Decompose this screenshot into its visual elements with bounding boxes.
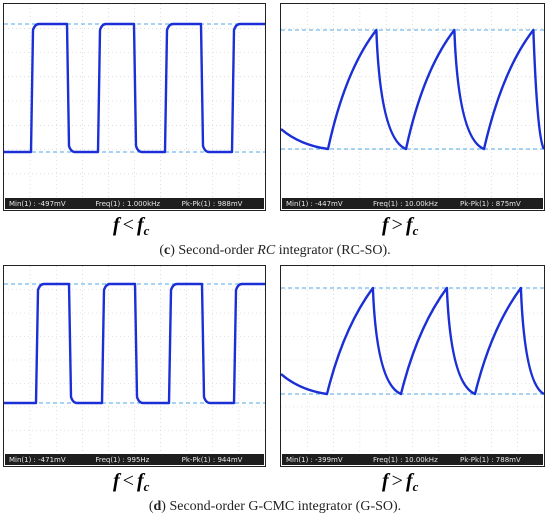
waveform-plot (4, 4, 265, 198)
scope-gcmc-low: Min(1) : -471mV Freq(1) : 995Hz Pk-Pk(1)… (3, 265, 266, 467)
freq-readout: Freq(1) : 10.00kHz (373, 199, 438, 208)
freq-readout: Freq(1) : 10.00kHz (373, 455, 438, 464)
label-f-less-than-fc: f < fc (113, 214, 150, 238)
waveform-trace (281, 286, 544, 396)
label-f-greater-than-fc: f > fc (382, 470, 419, 494)
pkpk-readout: Pk-Pk(1) : 788mV (460, 455, 521, 464)
measurement-bar: Min(1) : -497mV Freq(1) : 1.000kHz Pk-Pk… (5, 198, 264, 209)
waveform-plot (281, 4, 544, 198)
freq-readout: Freq(1) : 1.000kHz (95, 199, 161, 208)
waveform-trace (4, 22, 265, 154)
min-readout: Min(1) : -399mV (286, 455, 343, 464)
label-f-greater-than-fc: f > fc (382, 214, 419, 238)
label-f-less-than-fc: f < fc (113, 470, 150, 494)
measurement-bar: Min(1) : -471mV Freq(1) : 995Hz Pk-Pk(1)… (5, 454, 264, 465)
scope-rc-high: Min(1) : -447mV Freq(1) : 10.00kHz Pk-Pk… (280, 3, 545, 211)
scope-rc-low: Min(1) : -497mV Freq(1) : 1.000kHz Pk-Pk… (3, 3, 266, 211)
min-readout: Min(1) : -471mV (9, 455, 66, 464)
waveform-trace (4, 282, 265, 405)
pkpk-readout: Pk-Pk(1) : 944mV (181, 455, 243, 464)
measurement-bar: Min(1) : -447mV Freq(1) : 10.00kHz Pk-Pk… (282, 198, 543, 209)
waveform-plot (281, 266, 544, 454)
caption-c: (c) Second-order RC integrator (RC-SO). (159, 243, 391, 258)
waveform-plot (4, 266, 265, 454)
pkpk-readout: Pk-Pk(1) : 875mV (460, 199, 521, 208)
freq-readout: Freq(1) : 995Hz (95, 455, 150, 464)
measurement-bar: Min(1) : -399mV Freq(1) : 10.00kHz Pk-Pk… (282, 454, 543, 465)
waveform-trace (281, 28, 544, 151)
min-readout: Min(1) : -497mV (9, 199, 66, 208)
scope-gcmc-high: Min(1) : -399mV Freq(1) : 10.00kHz Pk-Pk… (280, 265, 545, 467)
pkpk-readout: Pk-Pk(1) : 988mV (181, 199, 243, 208)
min-readout: Min(1) : -447mV (286, 199, 343, 208)
caption-d: (d) Second-order G-CMC integrator (G-SO)… (148, 499, 402, 514)
